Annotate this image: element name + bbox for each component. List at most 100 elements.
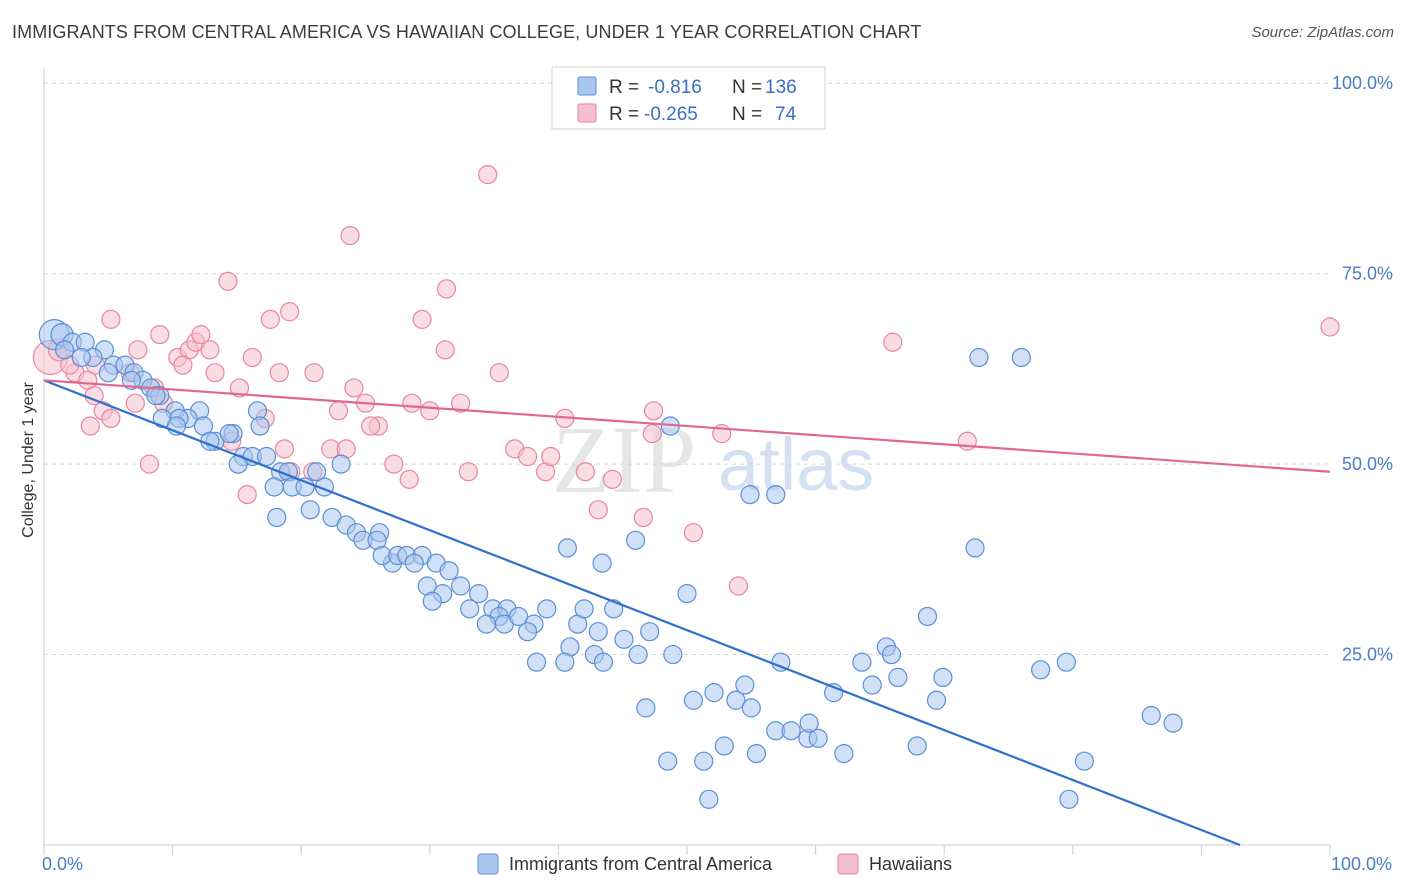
x-tick-label-min: 0.0%	[42, 854, 83, 874]
hawaiians-point-64	[128, 340, 148, 360]
central-america-point-34	[219, 424, 239, 444]
central-america-point-82	[614, 629, 634, 649]
hawaiians-point-58	[280, 302, 300, 322]
hawaiians-point-59	[101, 309, 121, 329]
central-america-points	[38, 319, 1183, 809]
central-america-point-128	[1163, 713, 1183, 733]
central-america-point-83	[628, 644, 648, 665]
hawaiians-point-48	[683, 523, 704, 543]
y-axis-title: College, Under 1 year	[20, 382, 37, 538]
hawaiians-point-29	[399, 469, 419, 489]
hawaiians-point-52	[957, 431, 977, 451]
central-america-point-108	[917, 606, 938, 627]
y-tick-label-3: 100.0%	[1332, 73, 1393, 93]
hawaiians-point-20	[274, 439, 295, 459]
legend: R = -0.816 N = 136 R = -0.265 N = 74	[551, 66, 826, 130]
hawaiians-point-55	[478, 165, 498, 185]
watermark: ZIP atlas	[552, 406, 874, 513]
hawaiians-point-40	[541, 446, 561, 467]
central-america-point-110	[933, 667, 953, 688]
central-america-point-111	[714, 736, 734, 756]
central-america-point-92	[726, 690, 746, 710]
legend-swatch-pink	[577, 103, 597, 123]
central-america-point-78	[593, 652, 614, 672]
central-america-point-7	[71, 347, 91, 368]
hawaiians-point-45	[633, 507, 653, 528]
central-america-point-126	[1059, 789, 1079, 809]
central-america-point-60	[451, 576, 471, 596]
hawaiians-point-69	[328, 401, 349, 421]
legend-swatch-blue	[577, 76, 597, 96]
central-america-point-71	[537, 599, 557, 619]
hawaiians-point-32	[436, 279, 457, 299]
hawaiians-point-25	[344, 378, 364, 398]
hawaiians-point-43	[588, 500, 608, 520]
hawaiians-point-65	[173, 355, 193, 375]
central-america-point-69	[508, 606, 529, 627]
central-america-point-30	[256, 446, 277, 467]
x-tick-label-max: 100.0%	[1331, 854, 1392, 874]
central-america-point-39	[331, 454, 351, 474]
central-america-point-40	[307, 462, 327, 482]
hawaiians-point-68	[237, 484, 257, 505]
hawaiians-point-35	[458, 462, 478, 482]
legend-r-value-blue: -0.816	[648, 77, 702, 98]
hawaiians-point-60	[150, 325, 170, 345]
central-america-point-119	[592, 553, 612, 573]
central-america-point-129	[1074, 751, 1094, 771]
central-america-point-87	[677, 584, 697, 604]
axes	[43, 68, 1331, 855]
hawaiians-point-15	[205, 363, 225, 383]
central-america-point-35	[250, 416, 270, 436]
central-america-point-41	[264, 477, 284, 497]
central-america-point-67	[476, 614, 496, 634]
central-america-point-13	[121, 370, 142, 390]
hawaiians-point-44	[602, 469, 623, 489]
hawaiians-point-34	[451, 393, 471, 413]
bottom-legend: Immigrants from Central America Hawaiian…	[477, 853, 952, 875]
y-tick-labels: 25.0% 50.0% 75.0% 100.0%	[1332, 73, 1393, 664]
central-america-point-99	[799, 713, 819, 733]
central-america-point-81	[517, 622, 538, 642]
central-america-point-109	[926, 690, 947, 710]
hawaiians-point-47	[642, 424, 662, 444]
central-america-point-42	[267, 507, 287, 528]
central-america-point-85	[663, 644, 683, 665]
central-america-point-105	[881, 644, 902, 665]
central-america-point-101	[834, 743, 854, 764]
hawaiians-point-36	[489, 363, 509, 383]
hawaiians-point-53	[304, 363, 324, 383]
central-america-point-88	[704, 683, 724, 703]
central-america-point-121	[969, 347, 989, 368]
central-america-point-89	[658, 751, 678, 771]
hawaiians-point-42	[575, 462, 596, 482]
hawaiians-point-62	[200, 340, 220, 360]
y-tick-label-1: 50.0%	[1342, 454, 1393, 474]
central-america-point-90	[683, 690, 704, 710]
central-america-point-63	[460, 599, 480, 619]
hawaiians-point-54	[340, 225, 360, 246]
central-america-point-125	[1056, 652, 1076, 672]
bottom-legend-label-blue: Immigrants from Central America	[509, 854, 773, 874]
central-america-point-80	[526, 652, 547, 672]
central-america-point-118	[557, 538, 578, 558]
central-america-point-93	[735, 675, 755, 695]
central-america-point-16	[146, 385, 166, 406]
central-america-point-102	[852, 652, 872, 672]
hawaiians-point-18	[242, 347, 262, 368]
hawaiians-point-72	[139, 454, 160, 474]
hawaiians-point-61	[191, 325, 211, 345]
central-america-point-74	[588, 622, 608, 642]
central-america-point-122	[1011, 347, 1031, 368]
hawaiians-point-9	[125, 393, 145, 413]
hawaiians-point-57	[260, 309, 280, 329]
central-america-point-55	[404, 553, 424, 573]
hawaiians-point-17	[229, 378, 250, 398]
hawaiians-point-70	[361, 416, 381, 436]
central-america-point-98	[808, 728, 828, 748]
hawaiians-point-46	[643, 401, 664, 421]
legend-r-value-pink: -0.265	[644, 104, 698, 125]
legend-n-label-blue: N =	[732, 77, 762, 98]
central-america-point-103	[862, 675, 882, 695]
central-america-point-114	[699, 789, 719, 809]
